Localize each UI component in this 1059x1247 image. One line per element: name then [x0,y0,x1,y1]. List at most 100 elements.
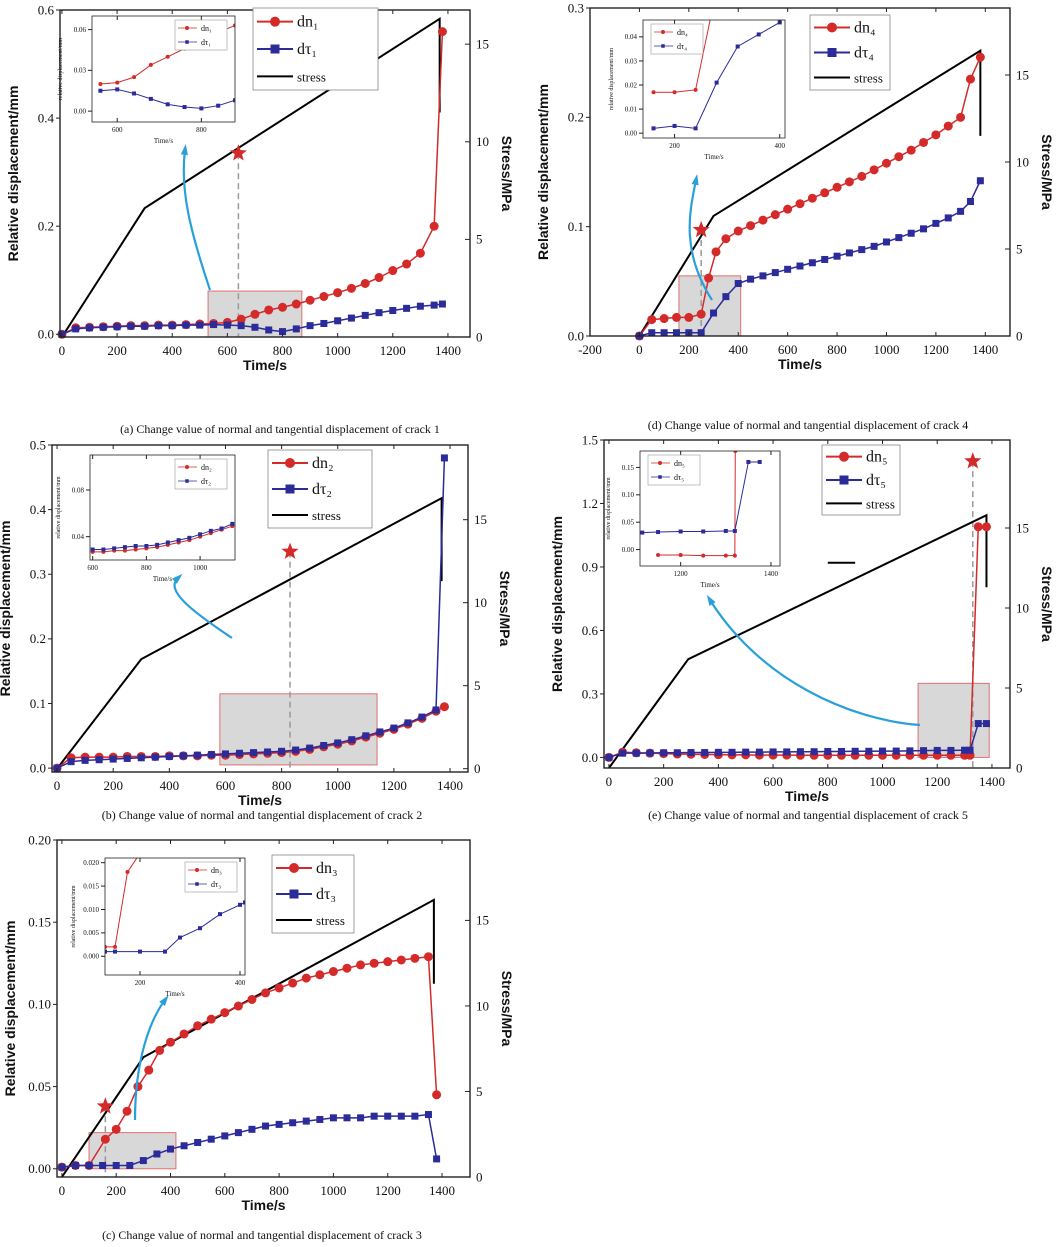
inset-y-axis-title: relative displacement/mm [609,48,615,110]
inset-series [90,521,235,554]
inset-dt-series-point [693,126,698,131]
inset-ytick-label: 0.005 [83,929,99,937]
inset-legend-label: dn₄ [677,28,688,37]
main-ytick-label: 0.3 [30,567,46,582]
x-axis-title: Time/s [785,788,829,804]
main-xtick-label: 600 [216,778,236,793]
inset-ytick-label: 0.00 [622,546,635,554]
main-xtick-label: 400 [709,774,729,789]
dt-series-point [179,752,187,760]
inset-dt-series-point [199,106,204,111]
dt-series-point [389,307,397,315]
dn-series-point [684,312,694,322]
dn-series-point [931,130,941,140]
dt-series-point [168,322,176,330]
dn-series-point [402,259,412,269]
inset-ytick-label: 0.03 [625,57,638,65]
dn-series-point [250,309,260,319]
failure-star-marker [692,220,710,238]
inset-dt-series-point [148,96,153,101]
dt-series-point [390,724,398,732]
dt-series-point [302,1117,310,1125]
dt-series-point [895,234,903,242]
dt-series-point [71,1161,79,1169]
dt-series-point [808,259,816,267]
dt-series-point [85,1161,93,1169]
dt-series-point [165,752,173,760]
main-ytick-label: 0.05 [28,1079,51,1094]
dn-series-point [919,137,929,147]
main-xtick-label: 400 [160,778,180,793]
dt-series-point [361,311,369,319]
dt-series-point [99,1161,107,1169]
main-xtick-label: 0 [59,343,66,358]
inset-xtick-label: 600 [112,126,123,134]
dt-series-point [153,1150,161,1158]
dt-series-point [660,329,668,337]
dt-series-point [194,1138,202,1146]
dn-series-point [206,1014,216,1024]
inset-dt-series-point [640,530,645,535]
dn-series-point [374,273,384,283]
inset-dt-series-point [723,528,728,533]
main-xtick-label: 200 [106,1183,126,1198]
dn-series-point [733,226,743,236]
dn-series-point [820,188,830,198]
main-xtick-label: 200 [103,778,123,793]
main-ytick-label: 0.6 [38,2,55,17]
inset-dt-series-point [651,126,656,131]
inset-frame [91,15,236,123]
dn-series-point [179,1029,189,1039]
dt-series-point [193,751,201,759]
inset-dt-series-point [219,526,224,531]
y2-tick-label: 0 [474,761,481,776]
inset-legend-label: dτ₃ [211,880,221,889]
dt-series-point [837,747,845,755]
y2-tick-label: 15 [476,36,489,51]
inset-c [101,857,246,976]
inset-xtick-label: 200 [135,979,146,987]
inset-legend-square [185,40,189,44]
dt-series-point [796,262,804,270]
inset-dt-series-point [176,538,181,543]
main-ytick-label: 0.1 [568,219,584,234]
inset-dn-series-point [672,90,677,95]
x-axis-title: Time/s [238,792,282,808]
dt-series-point [320,742,328,750]
dt-series-point [99,323,107,331]
inset-e [636,450,781,567]
dt-series-point [182,321,190,329]
dn-series-point [659,314,669,324]
dn-series-point [193,1021,203,1031]
dt-series-point [982,720,990,728]
dn-series-point [111,1124,121,1134]
dn-series-point [844,177,854,187]
caption-e: (e) Change value of normal and tangentia… [648,808,968,822]
legend-label-stress: stress [297,69,326,84]
dn-series-point [869,165,879,175]
inset-x-axis-title: Time/s [165,990,184,998]
dt-series-point [397,1112,405,1120]
inset-dt-series-point [208,528,213,533]
inset-dt-series-point [144,544,149,548]
dn-series-point [315,970,325,980]
zoom-arrow-head [691,174,699,186]
dt-series-point [865,747,873,755]
dt-series-point [728,748,736,756]
inset-dn-series-point [113,944,117,949]
inset-dt-series-point [133,544,138,548]
main-xtick-label: 1400 [429,1183,455,1198]
panel-c [53,839,471,1178]
legend-square-marker [827,48,837,57]
dt-series-point [123,754,131,762]
y2-tick-label: 15 [1016,67,1029,82]
inset-legend-circle [195,868,199,872]
inset-x-axis-title: Time/s [700,581,719,589]
inset-legend-square [658,475,662,479]
dt-series-point [251,323,259,331]
dn-series-point [437,27,447,37]
panel-e [600,439,1011,769]
dn-series-point [155,1045,165,1055]
dn-series-point [894,152,904,162]
